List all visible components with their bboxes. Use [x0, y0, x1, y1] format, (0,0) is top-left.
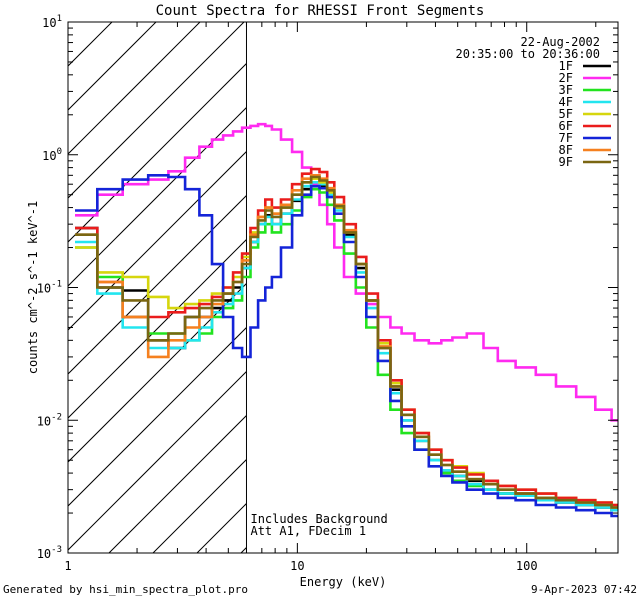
y-tick-label: 10-3: [37, 545, 62, 561]
timestamp-text: 9-Apr-2023 07:42: [531, 583, 637, 596]
date-text: 22-Aug-2002: [521, 35, 600, 49]
legend-label-6F: 6F: [559, 119, 573, 133]
legend-label-2F: 2F: [559, 71, 573, 85]
legend-label-9F: 9F: [559, 155, 573, 169]
y-tick-label: 10-2: [37, 412, 62, 428]
y-tick-label: 101: [42, 14, 62, 30]
series-2F: [75, 122, 618, 422]
hatch-line: [68, 106, 247, 287]
y-axis-label: counts cm^-2 s^-1 keV^-1: [26, 201, 40, 374]
hatch-line: [68, 22, 201, 155]
x-tick-label: 1: [64, 559, 71, 573]
hatch-line: [68, 22, 245, 199]
series-9F: [75, 175, 618, 509]
x-tick-label: 10: [290, 559, 304, 573]
legend-label-3F: 3F: [559, 83, 573, 97]
legend-label-4F: 4F: [559, 95, 573, 109]
legend-label-5F: 5F: [559, 107, 573, 121]
hatch-line: [68, 370, 247, 551]
y-tick-label: 100: [42, 147, 62, 163]
y-tick-label: 10-1: [37, 280, 62, 296]
hatch-line: [152, 458, 247, 553]
hatch-line: [68, 62, 247, 243]
legend-label-8F: 8F: [559, 143, 573, 157]
hatch-line: [68, 238, 247, 419]
annotation-text: Att A1, FDecim 1: [250, 524, 366, 538]
hatch-line: [68, 326, 247, 507]
hatch-line: [68, 194, 247, 375]
x-tick-label: 100: [516, 559, 538, 573]
annotation-text: Includes Background: [250, 512, 387, 526]
legend-label-7F: 7F: [559, 131, 573, 145]
hatch-line: [108, 414, 247, 553]
generated-by-text: Generated by hsi_min_spectra_plot.pro: [3, 583, 249, 596]
legend-label-1F: 1F: [559, 59, 573, 73]
series-7F: [75, 174, 618, 518]
time-range-text: 20:35:00 to 20:36:00: [456, 47, 601, 61]
chart-title: Count Spectra for RHESSI Front Segments: [156, 3, 485, 19]
x-axis-label: Energy (keV): [300, 575, 387, 589]
